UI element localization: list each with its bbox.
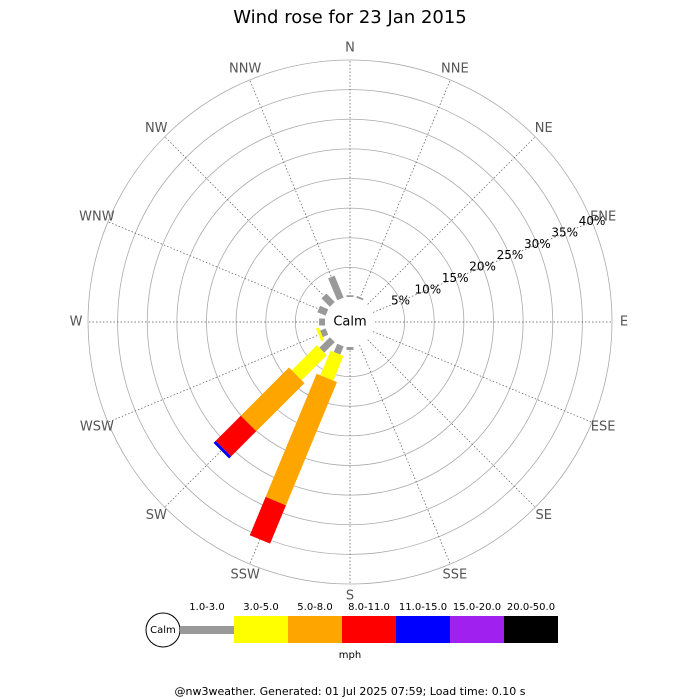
spoke <box>372 331 593 423</box>
spoke <box>107 221 328 313</box>
grid-ring <box>206 178 494 466</box>
legend-swatch <box>180 626 234 634</box>
spoke <box>367 339 536 508</box>
legend-swatch <box>396 616 450 643</box>
legend-label: 8.0-11.0 <box>348 602 390 613</box>
petal-segment <box>320 350 344 381</box>
direction-label: NE <box>535 121 553 136</box>
petal-segment <box>213 440 232 459</box>
grid-ring <box>265 237 435 407</box>
petal-segment <box>265 373 337 506</box>
grid-ring <box>146 118 554 526</box>
direction-label: WSW <box>80 419 114 434</box>
ring-label: 40% <box>579 214 606 228</box>
ring-label: 15% <box>442 271 469 285</box>
spoke <box>367 136 536 305</box>
calm-circle <box>326 298 374 346</box>
direction-label: SW <box>146 508 167 523</box>
footer: @nw3weather. Generated: 01 Jul 2025 07:5… <box>175 685 526 698</box>
direction-label: N <box>345 41 355 56</box>
direction-label: NNW <box>229 61 261 76</box>
petal-segment <box>319 337 335 353</box>
petal-segment <box>321 293 335 307</box>
ring-label: 35% <box>551 226 578 240</box>
legend-label: 1.0-3.0 <box>189 602 224 613</box>
petal-segment <box>249 496 286 544</box>
petal-segment <box>356 295 364 301</box>
legend-label: 20.0-50.0 <box>507 602 555 613</box>
legend-swatch <box>450 616 504 643</box>
petal-segment <box>240 367 305 432</box>
grid-ring <box>87 59 613 585</box>
petal-segment <box>215 415 257 457</box>
direction-label: SE <box>536 508 552 523</box>
legend-swatch <box>342 616 396 643</box>
grid-ring <box>294 266 406 378</box>
petal-segment <box>346 347 354 350</box>
legend-unit: mph <box>339 650 361 661</box>
petal-segment <box>346 295 354 297</box>
chart-title: Wind rose for 23 Jan 2015 <box>233 7 467 28</box>
direction-label: E <box>620 315 628 330</box>
legend-swatch <box>288 616 342 643</box>
spoke <box>164 136 333 305</box>
petal-segment <box>328 275 344 301</box>
spoke <box>249 79 341 300</box>
legend-label: 3.0-5.0 <box>243 602 278 613</box>
petal-segment <box>333 343 344 355</box>
petal-segment <box>316 327 325 342</box>
petal-segment <box>291 345 327 381</box>
spoke <box>359 79 451 300</box>
ring-label: 10% <box>415 282 442 296</box>
legend-label: 15.0-20.0 <box>453 602 501 613</box>
ring-label: 5% <box>391 294 410 308</box>
ring-label: 25% <box>497 248 524 262</box>
direction-label: ENE <box>590 210 616 225</box>
direction-label: ESE <box>591 419 616 434</box>
direction-label: SSE <box>442 568 467 583</box>
direction-label: NNE <box>441 61 469 76</box>
legend-label: 11.0-15.0 <box>399 602 447 613</box>
spoke <box>107 331 328 423</box>
legend-label: 5.0-8.0 <box>297 602 332 613</box>
direction-label: S <box>346 589 354 604</box>
direction-label: WNW <box>79 210 115 225</box>
petal-segment <box>320 328 329 338</box>
direction-label: NW <box>145 121 168 136</box>
direction-label: W <box>70 315 83 330</box>
spoke <box>372 221 593 313</box>
legend-swatch <box>234 616 288 643</box>
petal-segment <box>319 318 326 326</box>
legend-calm-label: Calm <box>150 625 176 636</box>
petal-segment <box>317 305 329 316</box>
direction-label: SSW <box>230 568 260 583</box>
spoke <box>359 344 451 565</box>
ring-label: 30% <box>524 237 551 251</box>
calm-label: Calm <box>333 315 366 330</box>
ring-label: 20% <box>469 260 496 274</box>
legend-swatch <box>504 616 558 643</box>
